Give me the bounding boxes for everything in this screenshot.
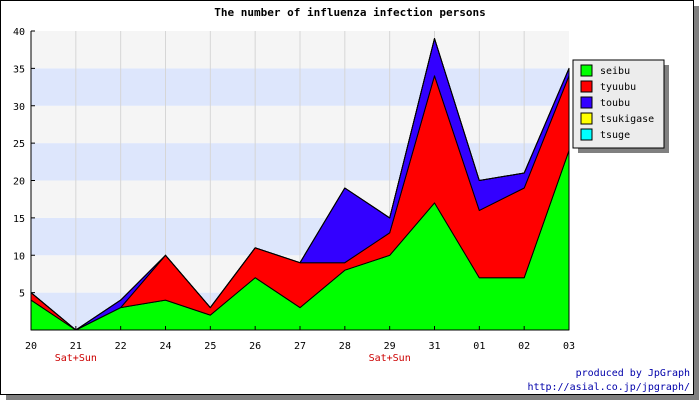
category-note: Sat+Sun	[369, 353, 411, 364]
x-tick-label: 31	[428, 341, 440, 352]
x-tick-labels: 20 21 22 24 25 26 27 28 29 31 01 02 03	[25, 341, 575, 352]
x-tick-label: 28	[339, 341, 351, 352]
x-tick-label: 02	[518, 341, 530, 352]
y-tick-labels: 5 10 15 20 25 30 35 40	[13, 27, 25, 300]
y-tick-label: 35	[13, 64, 25, 75]
y-tick-label: 30	[13, 102, 25, 113]
category-notes: Sat+Sun Sat+Sun	[55, 353, 411, 364]
axes	[30, 30, 570, 331]
legend-label-toubu: toubu	[600, 98, 630, 109]
x-tick-label: 24	[159, 341, 171, 352]
legend-swatch-toubu	[580, 96, 593, 109]
frame-shadow-bottom	[6, 395, 699, 400]
legend-swatch-tsukigase	[580, 112, 593, 125]
footer-credit: produced by JpGraph	[576, 368, 690, 379]
x-tick-label: 01	[473, 341, 485, 352]
x-tick-label: 21	[70, 341, 82, 352]
x-tick-label: 25	[204, 341, 216, 352]
y-tick-label: 15	[13, 214, 25, 225]
category-note: Sat+Sun	[55, 353, 97, 364]
y-tick-label: 10	[13, 251, 25, 262]
area-tsuge	[30, 38, 570, 331]
legend-swatch-tyuubu	[580, 80, 593, 93]
legend-swatch-seibu	[580, 64, 593, 77]
x-tick-label: 03	[563, 341, 575, 352]
x-tick-label: 26	[249, 341, 261, 352]
legend-swatch-tsuge	[580, 128, 593, 141]
legend-label-tyuubu: tyuubu	[600, 82, 636, 93]
x-tick-label: 22	[115, 341, 127, 352]
y-tick-label: 40	[13, 27, 25, 38]
x-tick-label: 29	[384, 341, 396, 352]
legend-label-tsukigase: tsukigase	[600, 114, 654, 125]
chart-title: The number of influenza infection person…	[214, 6, 486, 19]
legend: seibu tyuubu toubu tsukigase tsuge	[572, 59, 669, 153]
y-tick-label: 20	[13, 177, 25, 188]
legend-label-seibu: seibu	[600, 66, 630, 77]
legend-label-tsuge: tsuge	[600, 130, 630, 141]
x-tick-label: 20	[25, 341, 37, 352]
frame-shadow-right	[694, 6, 699, 399]
y-tick-label: 5	[19, 289, 25, 300]
y-tick-label: 25	[13, 139, 25, 150]
x-tick-label: 27	[294, 341, 306, 352]
footer-url: http://asial.co.jp/jpgraph/	[527, 382, 690, 393]
